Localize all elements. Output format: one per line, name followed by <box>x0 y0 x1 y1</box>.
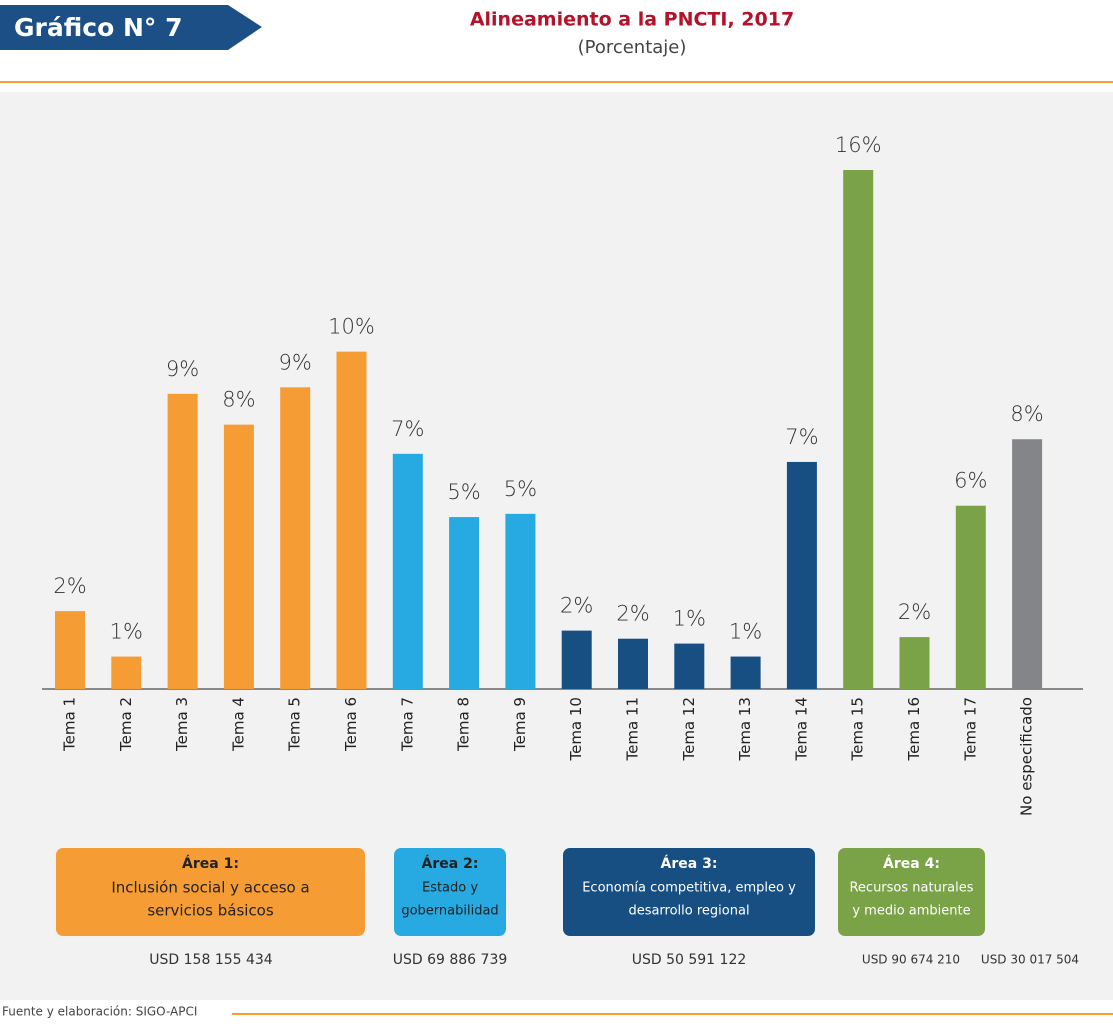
value-label: 8% <box>1010 402 1043 426</box>
area-text: desarrollo regional <box>628 904 749 919</box>
value-label: 1% <box>110 620 143 644</box>
source: Fuente y elaboración: SIGO-APCI <box>2 1005 197 1019</box>
value-label: 2% <box>616 602 649 626</box>
bar <box>674 643 705 689</box>
chart-title: Alineamiento a la PNCTI, 2017 <box>470 9 794 31</box>
x-tick-label: Tema 11 <box>624 697 642 762</box>
bar <box>843 170 874 689</box>
x-tick-label: No especificado <box>1018 697 1036 816</box>
x-tick-label: Tema 7 <box>398 697 416 752</box>
x-tick-label: Tema 9 <box>511 697 529 752</box>
bar <box>111 656 142 689</box>
x-tick-label: Tema 5 <box>286 697 304 752</box>
value-label: 5% <box>447 480 480 504</box>
value-label: 16% <box>835 133 882 157</box>
area-text: servicios básicos <box>147 902 274 920</box>
x-tick-label: Tema 3 <box>173 697 191 752</box>
badge-shape <box>0 5 262 50</box>
x-tick-label: Tema 14 <box>792 697 810 762</box>
value-label: 6% <box>954 469 987 493</box>
amount: USD 30 017 504 <box>981 953 1079 967</box>
area-box <box>56 848 365 936</box>
amount: USD 50 591 122 <box>632 952 747 968</box>
value-label: 2% <box>560 594 593 618</box>
value-label: 2% <box>898 600 931 624</box>
bar <box>561 630 592 689</box>
amount: USD 90 674 210 <box>862 953 960 967</box>
value-label: 5% <box>504 477 537 501</box>
area-text: Recursos naturales <box>849 881 973 896</box>
amount: USD 158 155 434 <box>149 952 273 968</box>
x-tick-label: Tema 15 <box>849 697 867 762</box>
value-label: 8% <box>222 388 255 412</box>
bar <box>55 611 85 689</box>
area-text: Inclusión social y acceso a <box>111 879 309 897</box>
value-label: 1% <box>673 607 706 631</box>
x-tick-label: Tema 2 <box>117 697 135 752</box>
value-label: 9% <box>279 350 312 374</box>
area-title: Área 1: <box>182 855 239 872</box>
value-label: 7% <box>391 417 424 441</box>
value-label: 10% <box>328 315 375 339</box>
area-box <box>838 848 985 936</box>
bar <box>280 387 311 689</box>
area-box <box>563 848 815 936</box>
bar <box>786 461 817 689</box>
badge: Gráfico N° 7 <box>14 13 182 42</box>
bar <box>505 513 536 689</box>
bar <box>1012 439 1043 689</box>
bar <box>899 637 930 689</box>
amount: USD 69 886 739 <box>393 952 508 968</box>
bar <box>449 517 480 689</box>
x-tick-label: Tema 17 <box>961 697 979 762</box>
x-tick-label: Tema 8 <box>455 697 473 752</box>
chart-subtitle: (Porcentaje) <box>578 37 687 58</box>
value-label: 7% <box>785 425 818 449</box>
x-tick-label: Tema 4 <box>229 697 247 752</box>
bar <box>955 505 986 689</box>
x-tick-label: Tema 1 <box>61 697 79 752</box>
x-tick-label: Tema 13 <box>736 697 754 762</box>
area-title: Área 3: <box>661 855 718 872</box>
area-text: Estado y <box>422 881 478 896</box>
area-box <box>394 848 506 936</box>
value-label: 2% <box>53 574 86 598</box>
area-text: y medio ambiente <box>852 904 970 919</box>
value-label: 9% <box>166 357 199 381</box>
bar <box>336 351 367 689</box>
bar <box>167 393 198 689</box>
x-tick-label: Tema 6 <box>342 697 360 752</box>
bar <box>392 453 423 689</box>
x-tick-label: Tema 10 <box>567 697 585 762</box>
bar <box>223 424 254 689</box>
area-text: Economía competitiva, empleo y <box>582 881 796 896</box>
area-title: Área 2: <box>422 855 479 872</box>
x-tick-label: Tema 12 <box>680 697 698 762</box>
value-label: 1% <box>729 620 762 644</box>
area-title: Área 4: <box>883 855 940 872</box>
bar <box>730 656 761 689</box>
bar <box>618 638 648 689</box>
area-text: gobernabilidad <box>401 904 498 919</box>
x-tick-label: Tema 16 <box>905 697 923 762</box>
